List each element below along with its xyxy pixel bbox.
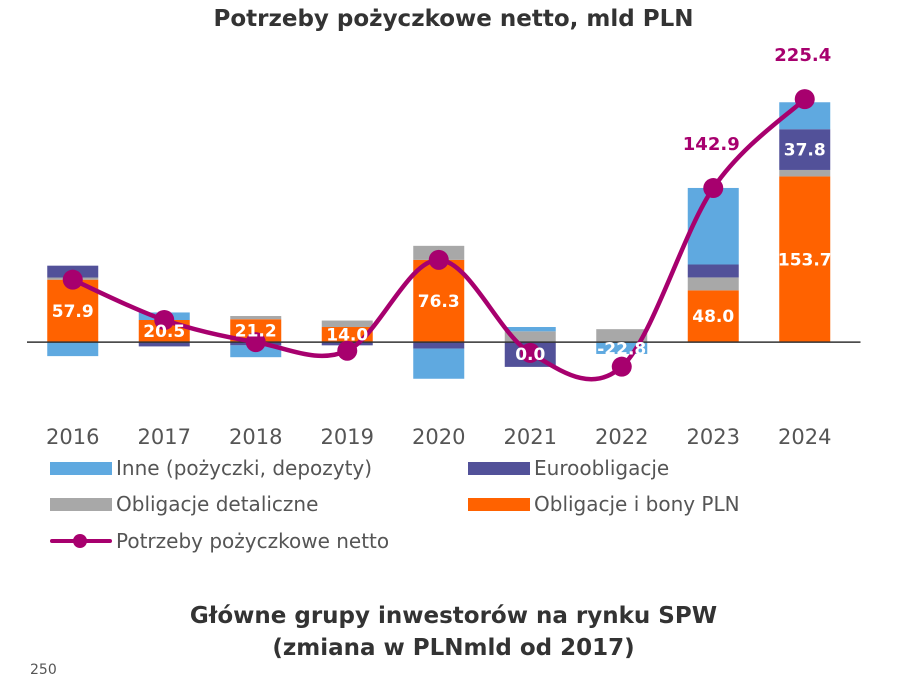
x-tick-2018: 2018 xyxy=(229,425,282,449)
bar-2019-series-0 xyxy=(321,327,373,343)
net-borrowing-point-2018 xyxy=(245,332,266,353)
bar-2020-series-3 xyxy=(413,348,465,379)
bar-2021-series-3 xyxy=(504,327,556,332)
line-label-2024: 225.4 xyxy=(774,45,831,66)
net-borrowing-point-2016 xyxy=(62,269,83,290)
bar-label-2024: 153.7 xyxy=(778,250,832,270)
second-chart-title: Główne grupy inwestorów na rynku SPW (zm… xyxy=(0,600,907,664)
bar-2017-series-2 xyxy=(138,342,190,347)
bar-2018-series-1 xyxy=(230,316,282,320)
net-borrowing-point-2024 xyxy=(794,89,815,110)
bar-2024-series-0 xyxy=(779,176,831,343)
bar-2023-series-2 xyxy=(687,264,739,278)
second-chart-title-line1: Główne grupy inwestorów na rynku SPW xyxy=(189,603,718,629)
segment-label-2024: 37.8 xyxy=(784,141,826,161)
x-tick-2017: 2017 xyxy=(138,425,191,449)
bar-2022-series-3 xyxy=(596,342,648,354)
x-tick-2023: 2023 xyxy=(687,425,740,449)
net-borrowing-point-2020 xyxy=(428,249,449,270)
bar-2024-series-2 xyxy=(779,129,831,170)
bar-label-2020: 76.3 xyxy=(418,292,460,312)
borrowing-needs-chart: 57.9 20.5 21.2 14.0 76.3 0.0 -22.8 48.0 153.7 37.… xyxy=(27,45,861,449)
bar-2020-series-2 xyxy=(413,342,465,349)
bar-2023-series-0 xyxy=(687,290,739,343)
x-tick-2020: 2020 xyxy=(412,425,465,449)
net-borrowing-point-2019 xyxy=(337,340,358,361)
net-borrowing-line xyxy=(70,96,807,382)
x-tick-2022: 2022 xyxy=(595,425,648,449)
bar-label-2016: 57.9 xyxy=(52,302,94,322)
net-borrowing-point-2017 xyxy=(154,310,175,331)
bar-2016-series-3 xyxy=(47,342,99,357)
chart-title: Potrzeby pożyczkowe netto, mld PLN xyxy=(213,6,694,32)
line-label-2023: 142.9 xyxy=(683,134,740,155)
x-tick-2021: 2021 xyxy=(504,425,557,449)
bar-2022-series-1 xyxy=(596,329,648,343)
bar-2020-series-0 xyxy=(413,259,465,343)
bar-2019-series-1 xyxy=(321,320,373,328)
bar-2023-series-1 xyxy=(687,277,739,291)
bar-label-2021: 0.0 xyxy=(515,345,545,365)
net-borrowing-point-2022 xyxy=(611,356,632,377)
bar-2023-series-3 xyxy=(687,187,739,265)
x-tick-2019: 2019 xyxy=(321,425,374,449)
bar-label-2017: 20.5 xyxy=(143,322,185,342)
net-borrowing-point-2023 xyxy=(703,178,724,199)
bar-2021-series-1 xyxy=(504,331,556,343)
x-tick-2016: 2016 xyxy=(46,425,99,449)
bar-label-2023: 48.0 xyxy=(692,307,734,327)
bar-label-2019: 14.0 xyxy=(326,326,368,346)
bar-2018-series-0 xyxy=(230,319,282,343)
net-borrowing-point-2021 xyxy=(520,342,541,363)
second-chart-title-line2: (zmiana w PLNmld od 2017) xyxy=(272,635,635,661)
bar-2024-series-1 xyxy=(779,169,831,177)
x-tick-2024: 2024 xyxy=(778,425,831,449)
second-chart-partial-tick: 250 xyxy=(30,662,57,678)
bar-label-2022: -22.8 xyxy=(597,340,646,360)
bar-label-2018: 21.2 xyxy=(235,322,277,342)
